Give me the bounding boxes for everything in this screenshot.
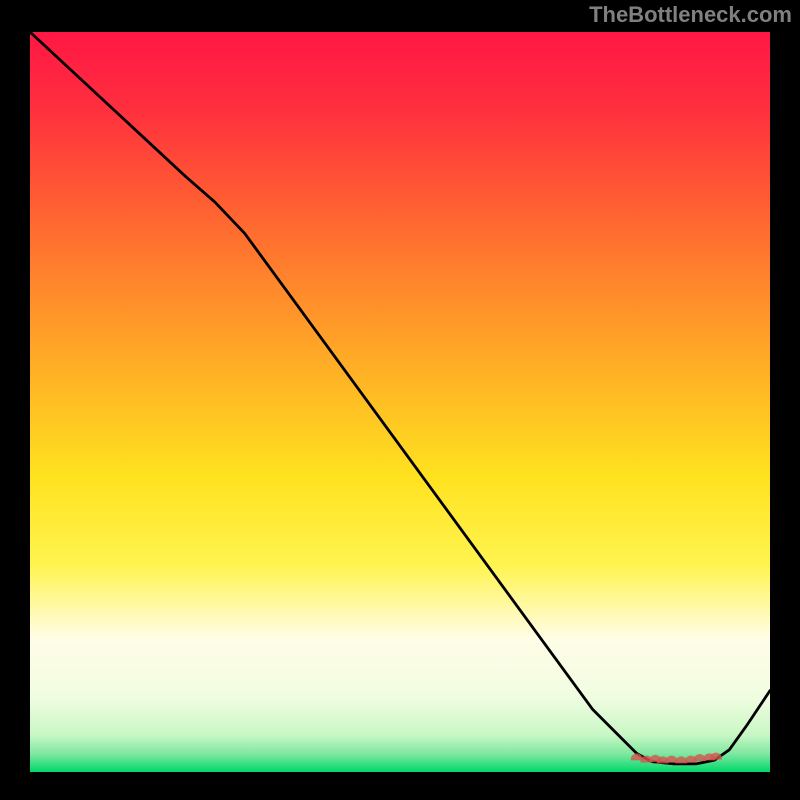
plot-svg [30,32,770,772]
plot-area [30,32,770,772]
watermark-text: TheBottleneck.com [589,2,792,28]
chart-frame: TheBottleneck.com [0,0,800,800]
